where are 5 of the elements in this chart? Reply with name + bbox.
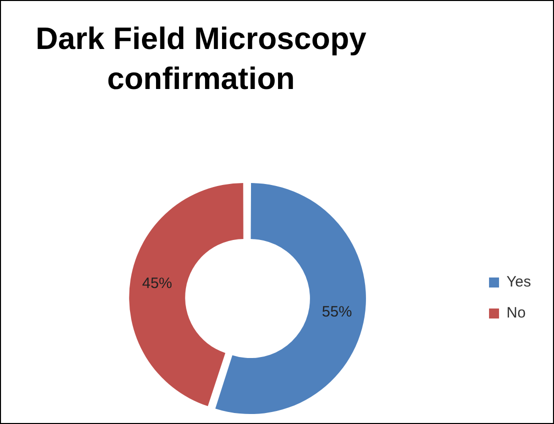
data-label: 45% <box>142 274 172 292</box>
legend-label: No <box>506 304 526 322</box>
legend-label: Yes <box>506 274 532 291</box>
data-label: 55% <box>322 303 352 320</box>
chart-title: Dark Field Microscopy confirmation <box>34 20 368 98</box>
